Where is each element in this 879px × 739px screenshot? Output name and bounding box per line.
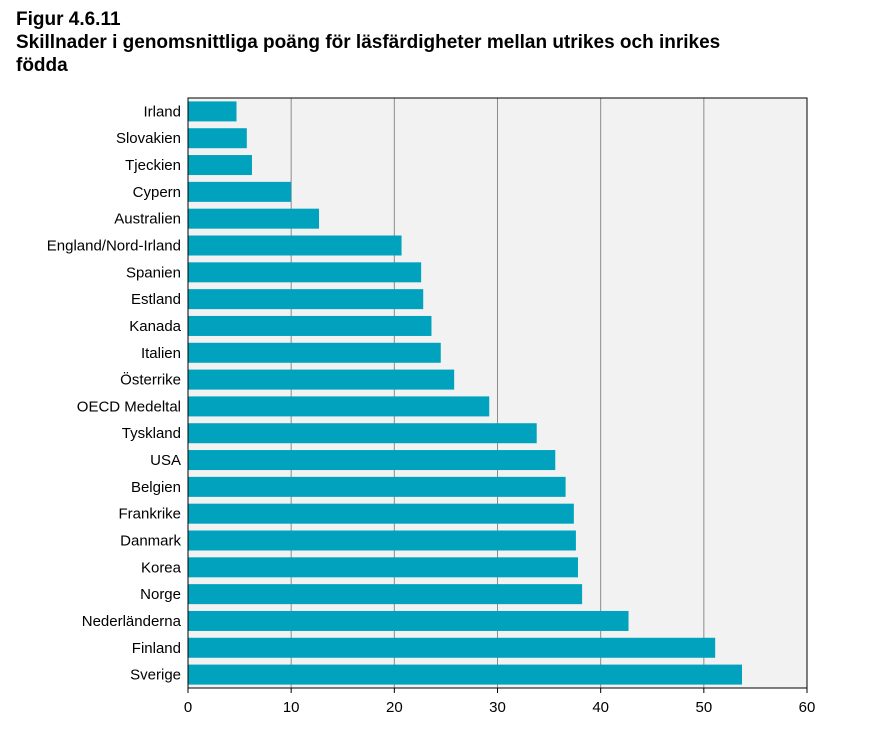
- category-label: OECD Medeltal: [77, 398, 181, 415]
- x-tick-label: 10: [283, 699, 300, 716]
- bar: [188, 181, 292, 202]
- category-label: USA: [150, 452, 181, 469]
- category-label: Australien: [114, 211, 181, 228]
- bar: [188, 235, 402, 256]
- category-label: Italien: [141, 345, 181, 362]
- bars: [188, 101, 743, 685]
- x-tick-label: 60: [799, 699, 816, 716]
- category-label: Spanien: [126, 264, 181, 281]
- category-label: Finland: [132, 640, 181, 657]
- x-tick-label: 20: [386, 699, 403, 716]
- figure-label: Figur 4.6.11: [16, 9, 121, 30]
- bar: [188, 369, 455, 390]
- bar: [188, 155, 252, 176]
- bar: [188, 530, 576, 551]
- bar: [188, 208, 320, 229]
- category-label: Tyskland: [122, 425, 181, 442]
- figure-header: Figur 4.6.11 Skillnader i genomsnittliga…: [16, 8, 866, 77]
- bar: [188, 450, 556, 471]
- bar: [188, 664, 743, 685]
- category-label: Belgien: [131, 479, 181, 496]
- bar: [188, 503, 574, 524]
- category-label: England/Nord-Irland: [47, 238, 181, 255]
- bar: [188, 128, 247, 149]
- category-label: Danmark: [120, 533, 181, 550]
- bar: [188, 610, 629, 631]
- category-label: Estland: [131, 291, 181, 308]
- bar: [188, 584, 583, 605]
- category-label: Korea: [141, 559, 182, 576]
- category-label: Sverige: [130, 667, 181, 684]
- category-label: Cypern: [133, 184, 181, 201]
- bar: [188, 289, 424, 310]
- x-tick-label: 40: [592, 699, 609, 716]
- bar: [188, 315, 432, 336]
- category-label: Nederländerna: [82, 613, 182, 630]
- x-axis-ticks: 0 10 20 30 40 50 60: [184, 688, 816, 716]
- bar: [188, 423, 537, 444]
- bar: [188, 101, 237, 122]
- category-label: Frankrike: [118, 506, 181, 523]
- bar: [188, 262, 422, 283]
- chart-title: Skillnader i genomsnittliga poäng för lä…: [16, 32, 721, 76]
- category-label: Tjeckien: [125, 157, 181, 174]
- x-tick-label: 50: [695, 699, 712, 716]
- bar: [188, 476, 566, 497]
- bar: [188, 557, 578, 578]
- category-label: Slovakien: [116, 130, 181, 147]
- category-label: Kanada: [129, 318, 181, 335]
- category-labels: Irland Slovakien Tjeckien Cypern Australien E…: [47, 103, 182, 683]
- bar: [188, 342, 441, 363]
- plot-frame: [187, 97, 808, 689]
- x-tick-label: 0: [184, 699, 192, 716]
- x-tick-label: 30: [489, 699, 506, 716]
- bar: [188, 637, 716, 658]
- category-label: Irland: [143, 103, 181, 120]
- bar: [188, 396, 490, 417]
- category-label: Norge: [140, 586, 181, 603]
- category-label: Österrike: [120, 371, 181, 389]
